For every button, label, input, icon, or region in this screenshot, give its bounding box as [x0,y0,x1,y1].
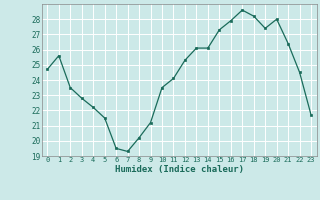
X-axis label: Humidex (Indice chaleur): Humidex (Indice chaleur) [115,165,244,174]
